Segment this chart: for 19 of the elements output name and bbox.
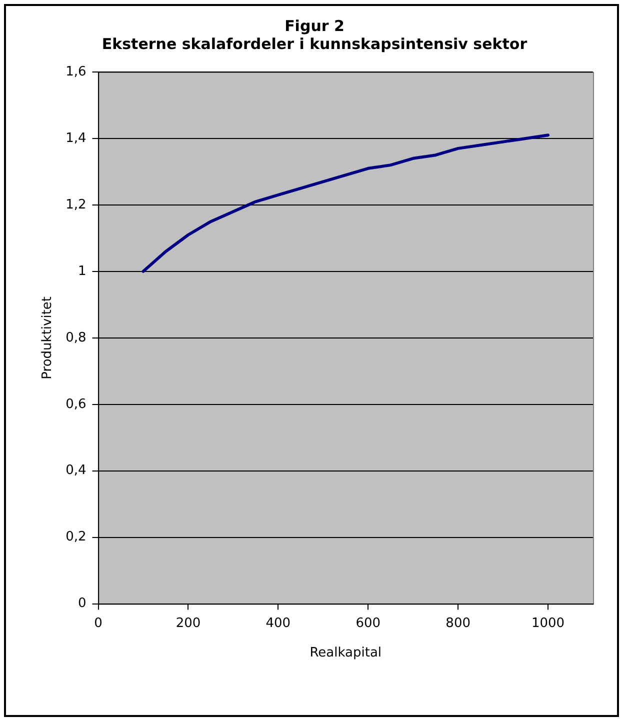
x-tick-label: 800 [446,616,470,631]
y-tick-label: 0 [78,596,86,612]
y-tick-label: 1 [78,264,86,279]
y-tick-label: 0,6 [66,396,86,412]
x-tick-label: 0 [94,616,102,631]
y-tick-label: 0,2 [66,530,86,545]
x-axis-title: Realkapital [310,646,382,661]
y-tick-label: 1,4 [66,130,86,146]
y-tick-label: 1,6 [66,64,86,80]
y-tick-label: 0,4 [66,463,86,478]
y-tick-label: 1,2 [66,197,86,212]
x-tick-label: 600 [356,616,381,631]
x-tick-label: 200 [176,616,201,631]
text: Eksterne skalafordeler i kunnskapsintensiv sektor [102,34,528,53]
x-tick-label: 400 [266,616,291,631]
y-axis-title: Produktivitet [40,296,56,380]
y-tick-label: 0,8 [66,330,86,346]
x-tick-label: 1000 [531,616,565,631]
text: Figur 2 [284,16,344,35]
